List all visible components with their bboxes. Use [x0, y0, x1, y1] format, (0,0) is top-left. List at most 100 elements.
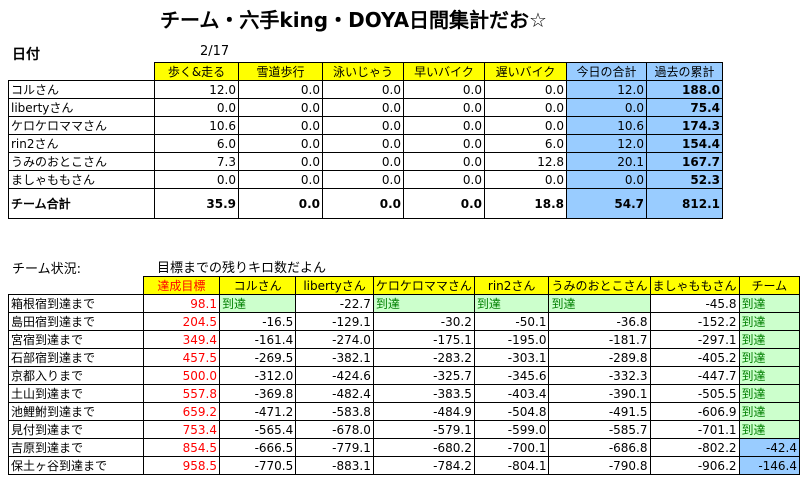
- milestone-name[interactable]: 保土ヶ谷到達まで: [8, 456, 144, 475]
- column-header[interactable]: 早いバイク: [403, 62, 485, 81]
- team-remaining-cell[interactable]: 到達: [738, 294, 800, 313]
- remaining-cell[interactable]: -686.8: [548, 438, 651, 457]
- value-cell[interactable]: 6.0: [154, 134, 239, 153]
- remaining-cell[interactable]: -274.0: [295, 330, 374, 349]
- remaining-cell[interactable]: -16.5: [218, 312, 297, 331]
- milestone-name[interactable]: 島田宿到達まで: [8, 312, 144, 331]
- value-cell[interactable]: 52.3: [646, 170, 723, 189]
- remaining-cell[interactable]: -297.1: [649, 330, 740, 349]
- value-cell[interactable]: 0.0: [238, 170, 323, 189]
- remaining-cell[interactable]: -345.6: [473, 366, 550, 385]
- remaining-cell[interactable]: -312.0: [218, 366, 297, 385]
- remaining-cell[interactable]: -482.4: [295, 384, 374, 403]
- team-remaining-cell[interactable]: 到達: [738, 330, 800, 349]
- member-name[interactable]: うみのおとこさん: [8, 152, 155, 171]
- value-cell[interactable]: 0.0: [238, 98, 323, 117]
- value-cell[interactable]: 6.0: [484, 134, 567, 153]
- target-km[interactable]: 557.8: [142, 384, 221, 403]
- total-cell[interactable]: 0.0: [238, 188, 323, 219]
- remaining-cell[interactable]: -883.1: [295, 456, 374, 475]
- remaining-cell[interactable]: -332.3: [548, 366, 651, 385]
- total-cell[interactable]: 54.7: [566, 188, 647, 219]
- column-header[interactable]: 歩く&走る: [154, 62, 239, 81]
- remaining-cell[interactable]: -504.8: [473, 402, 550, 421]
- value-cell[interactable]: 0.0: [154, 170, 239, 189]
- remaining-cell[interactable]: -784.2: [372, 456, 475, 475]
- team-total-label[interactable]: チーム合計: [8, 188, 155, 219]
- value-cell[interactable]: 0.0: [322, 116, 404, 135]
- remaining-cell[interactable]: -50.1: [473, 312, 550, 331]
- remaining-cell[interactable]: -382.1: [295, 348, 374, 367]
- column-header[interactable]: 泳いじゃう: [322, 62, 404, 81]
- value-cell[interactable]: 0.0: [484, 116, 567, 135]
- remaining-cell[interactable]: -680.2: [372, 438, 475, 457]
- remaining-cell[interactable]: -700.1: [473, 438, 550, 457]
- remaining-cell[interactable]: -36.8: [548, 312, 651, 331]
- column-header[interactable]: 過去の累計: [646, 62, 723, 81]
- target-km[interactable]: 204.5: [142, 312, 221, 331]
- remaining-cell[interactable]: -583.8: [295, 402, 374, 421]
- remaining-cell[interactable]: -666.5: [218, 438, 297, 457]
- team-remaining-cell[interactable]: 到達: [738, 366, 800, 385]
- value-cell[interactable]: 0.0: [322, 98, 404, 117]
- remaining-cell[interactable]: -152.2: [649, 312, 740, 331]
- value-cell[interactable]: 0.0: [403, 170, 485, 189]
- remaining-cell[interactable]: -505.5: [649, 384, 740, 403]
- target-km[interactable]: 753.4: [142, 420, 221, 439]
- value-cell[interactable]: 0.0: [484, 80, 567, 99]
- team-remaining-cell[interactable]: 到達: [738, 312, 800, 331]
- value-cell[interactable]: 154.4: [646, 134, 723, 153]
- value-cell[interactable]: 167.7: [646, 152, 723, 171]
- column-header[interactable]: 今日の合計: [566, 62, 647, 81]
- value-cell[interactable]: 0.0: [238, 116, 323, 135]
- target-km[interactable]: 500.0: [142, 366, 221, 385]
- target-km[interactable]: 659.2: [142, 402, 221, 421]
- value-cell[interactable]: 188.0: [646, 80, 723, 99]
- remaining-cell[interactable]: -403.4: [473, 384, 550, 403]
- column-header[interactable]: うみのおとこさん: [548, 276, 651, 295]
- remaining-cell[interactable]: -289.8: [548, 348, 651, 367]
- value-cell[interactable]: 12.0: [566, 80, 647, 99]
- remaining-cell[interactable]: -447.7: [649, 366, 740, 385]
- column-header[interactable]: 達成目標: [142, 276, 221, 295]
- remaining-cell[interactable]: -701.1: [649, 420, 740, 439]
- value-cell[interactable]: 10.6: [566, 116, 647, 135]
- milestone-name[interactable]: 吉原到達まで: [8, 438, 144, 457]
- remaining-cell[interactable]: -129.1: [295, 312, 374, 331]
- remaining-cell[interactable]: -390.1: [548, 384, 651, 403]
- value-cell[interactable]: 0.0: [238, 152, 323, 171]
- remaining-cell[interactable]: -369.8: [218, 384, 297, 403]
- remaining-cell[interactable]: -175.1: [372, 330, 475, 349]
- value-cell[interactable]: 0.0: [322, 152, 404, 171]
- total-cell[interactable]: 0.0: [322, 188, 404, 219]
- milestone-name[interactable]: 見付到達まで: [8, 420, 144, 439]
- value-cell[interactable]: 7.3: [154, 152, 239, 171]
- column-header[interactable]: チーム: [738, 276, 800, 295]
- value-cell[interactable]: 20.1: [566, 152, 647, 171]
- remaining-cell[interactable]: -22.7: [295, 294, 374, 313]
- remaining-cell[interactable]: -195.0: [473, 330, 550, 349]
- column-header[interactable]: rin2さん: [473, 276, 550, 295]
- value-cell[interactable]: 0.0: [154, 98, 239, 117]
- remaining-cell[interactable]: -424.6: [295, 366, 374, 385]
- remaining-cell[interactable]: -161.4: [218, 330, 297, 349]
- remaining-cell[interactable]: -45.8: [649, 294, 740, 313]
- value-cell[interactable]: 75.4: [646, 98, 723, 117]
- column-header[interactable]: 遅いバイク: [484, 62, 567, 81]
- value-cell[interactable]: 12.0: [154, 80, 239, 99]
- value-cell[interactable]: 0.0: [322, 170, 404, 189]
- remaining-cell[interactable]: -269.5: [218, 348, 297, 367]
- remaining-cell[interactable]: -325.7: [372, 366, 475, 385]
- remaining-cell[interactable]: -181.7: [548, 330, 651, 349]
- date-value[interactable]: 2/17: [200, 44, 230, 59]
- remaining-cell[interactable]: -383.5: [372, 384, 475, 403]
- remaining-cell[interactable]: -30.2: [372, 312, 475, 331]
- value-cell[interactable]: 0.0: [403, 152, 485, 171]
- member-name[interactable]: libertyさん: [8, 98, 155, 117]
- value-cell[interactable]: 0.0: [403, 98, 485, 117]
- remaining-cell[interactable]: -906.2: [649, 456, 740, 475]
- remaining-cell[interactable]: -770.5: [218, 456, 297, 475]
- milestone-name[interactable]: 宮宿到達まで: [8, 330, 144, 349]
- remaining-cell[interactable]: 到達: [473, 294, 550, 313]
- column-header[interactable]: libertyさん: [295, 276, 374, 295]
